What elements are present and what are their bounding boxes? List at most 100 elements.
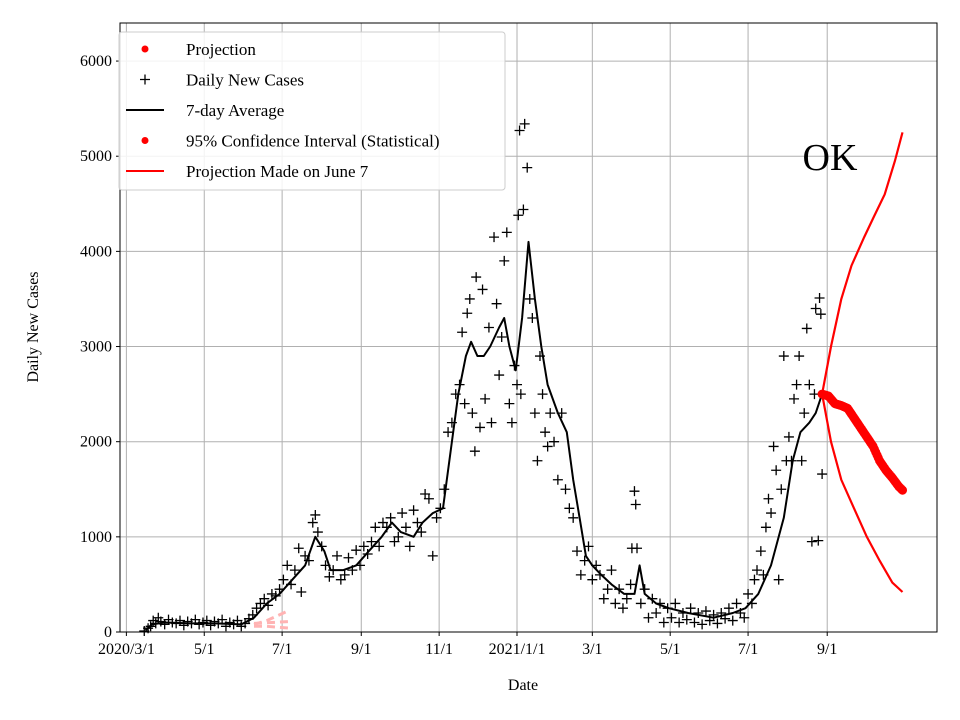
daily-cases-point	[412, 517, 423, 528]
daily-cases-point	[532, 455, 543, 466]
daily-cases-point	[496, 332, 507, 343]
x-tick-label: 2020/3/1	[98, 641, 155, 658]
daily-cases-point	[773, 574, 784, 585]
daily-cases-point	[635, 598, 646, 609]
daily-cases-point	[799, 408, 810, 419]
ci-lower-line	[821, 393, 904, 593]
legend-label: Projection Made on June 7	[186, 162, 369, 181]
daily-cases-point	[480, 393, 491, 404]
y-tick-label: 6000	[80, 53, 112, 70]
daily-cases-point	[278, 574, 289, 585]
daily-cases-point	[658, 617, 669, 628]
daily-cases-point	[564, 503, 575, 514]
daily-cases-point	[681, 614, 692, 625]
daily-cases-point	[771, 465, 782, 476]
daily-cases-point	[651, 607, 662, 618]
daily-cases-point	[755, 546, 766, 557]
daily-cases-point	[282, 560, 293, 571]
daily-cases-point	[621, 593, 632, 604]
legend: Projection Daily New Cases 7-day Average 95…	[118, 31, 506, 191]
plot-area	[139, 118, 908, 637]
daily-cases-point	[518, 204, 529, 215]
daily-cases-point	[467, 408, 478, 419]
daily-cases-point	[512, 379, 523, 390]
daily-cases-point	[332, 550, 343, 561]
daily-cases-point	[443, 427, 454, 438]
daily-cases-point	[339, 569, 350, 580]
daily-cases-point	[606, 565, 617, 576]
projection-point	[898, 485, 908, 495]
earlier-projection-line	[254, 624, 290, 630]
daily-cases-point	[385, 512, 396, 523]
daily-cases-point	[494, 370, 505, 381]
daily-cases-point	[514, 125, 525, 136]
daily-cases-point	[685, 603, 696, 614]
daily-cases-point	[477, 284, 488, 295]
daily-cases-point	[289, 565, 300, 576]
daily-cases-point	[358, 541, 369, 552]
daily-cases-point	[513, 210, 524, 221]
x-tick-label: 9/1	[351, 641, 371, 658]
daily-cases-point	[501, 227, 512, 238]
daily-cases-point	[529, 408, 540, 419]
daily-cases-point	[689, 617, 700, 628]
daily-cases-point	[393, 531, 404, 542]
daily-cases-point	[524, 293, 535, 304]
daily-cases-point	[794, 351, 805, 362]
y-tick-label: 2000	[80, 434, 112, 451]
daily-cases-point	[610, 598, 621, 609]
x-tick-label: 7/1	[272, 641, 292, 658]
daily-cases-point	[789, 393, 800, 404]
daily-cases-point	[743, 588, 754, 599]
daily-cases-point	[459, 398, 470, 409]
daily-cases-point	[427, 550, 438, 561]
daily-cases-point	[768, 441, 779, 452]
legend-label: Daily New Cases	[186, 71, 304, 90]
daily-cases-point	[783, 431, 794, 442]
daily-cases-point	[483, 322, 494, 333]
daily-cases-point	[587, 574, 598, 585]
legend-label: 7-day Average	[186, 101, 284, 120]
x-axis-label: Date	[508, 677, 538, 694]
daily-cases-point	[763, 493, 774, 504]
daily-cases-point	[416, 527, 427, 538]
daily-cases-point	[545, 408, 556, 419]
daily-cases-point	[293, 543, 304, 554]
daily-cases-point	[815, 309, 826, 320]
daily-cases-point	[572, 546, 583, 557]
daily-cases-point	[310, 509, 321, 520]
daily-cases-point	[749, 574, 760, 585]
daily-cases-point	[504, 398, 515, 409]
chart-title: OK	[803, 137, 858, 179]
daily-cases-point	[542, 441, 553, 452]
daily-cases-point	[778, 351, 789, 362]
y-tick-label: 3000	[80, 339, 112, 356]
daily-cases-point	[796, 455, 807, 466]
daily-cases-point	[801, 323, 812, 334]
daily-cases-point	[370, 522, 381, 533]
x-tick-label: 9/1	[817, 641, 837, 658]
x-tick-label: 5/1	[660, 641, 680, 658]
daily-cases-point	[462, 308, 473, 319]
daily-cases-point	[666, 612, 677, 623]
daily-cases-point	[625, 579, 636, 590]
daily-cases-point	[549, 436, 560, 447]
daily-cases-point	[560, 484, 571, 495]
daily-cases-point	[752, 565, 763, 576]
daily-cases-point	[404, 541, 415, 552]
x-tick-label: 5/1	[194, 641, 214, 658]
daily-cases-point	[506, 417, 517, 428]
daily-cases-point	[351, 545, 362, 556]
daily-cases-point	[727, 615, 738, 626]
axes-frame	[119, 22, 938, 633]
legend-label: Projection	[186, 40, 256, 59]
daily-cases-point	[723, 603, 734, 614]
daily-cases-point	[791, 379, 802, 390]
daily-cases-point	[474, 422, 485, 433]
daily-cases-point	[343, 552, 354, 563]
daily-cases-point	[312, 527, 323, 538]
daily-cases-point	[731, 598, 742, 609]
daily-cases-point	[527, 312, 538, 323]
daily-cases-point	[537, 389, 548, 400]
